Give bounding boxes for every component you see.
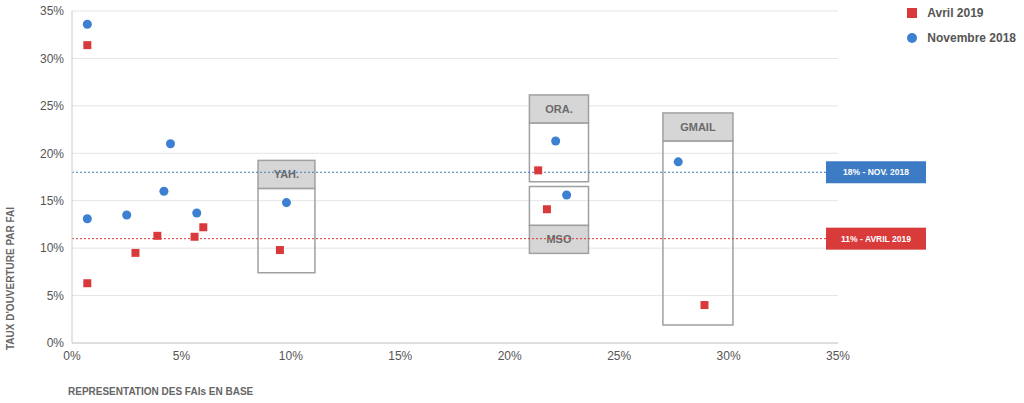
svg-text:ORA.: ORA. <box>545 103 573 115</box>
svg-text:20%: 20% <box>40 147 64 161</box>
html-text:Avril 2019: Avril 2019 <box>927 5 984 20</box>
svg-text:25%: 25% <box>40 99 64 113</box>
svg-text:10%: 10% <box>40 241 64 255</box>
svg-text:5%: 5% <box>47 289 65 303</box>
svg-text:18% - NOV. 2018: 18% - NOV. 2018 <box>843 167 909 177</box>
svg-text:15%: 15% <box>40 194 64 208</box>
svg-text:30%: 30% <box>717 349 741 363</box>
svg-text:MSO: MSO <box>546 233 572 245</box>
svg-text:5%: 5% <box>173 349 191 363</box>
svg-text:35%: 35% <box>40 4 64 18</box>
svg-text:30%: 30% <box>40 52 64 66</box>
svg-text:10%: 10% <box>279 349 303 363</box>
svg-text:YAH.: YAH. <box>274 168 299 180</box>
svg-text:0%: 0% <box>47 336 65 350</box>
svg-text:15%: 15% <box>388 349 412 363</box>
svg-text:0%: 0% <box>63 349 81 363</box>
svg-text:REPRESENTATION DES FAIs EN BAS: REPRESENTATION DES FAIs EN BASE <box>68 386 254 397</box>
svg-text:11% - AVRIL 2019: 11% - AVRIL 2019 <box>841 234 911 244</box>
svg-text:20%: 20% <box>498 349 522 363</box>
svg-text:25%: 25% <box>607 349 631 363</box>
html-text:Novembre 2018: Novembre 2018 <box>927 30 1016 45</box>
svg-text:TAUX D'OUVERTURE PAR FAI: TAUX D'OUVERTURE PAR FAI <box>8 207 16 350</box>
svg-text:GMAIL: GMAIL <box>680 121 716 133</box>
svg-text:35%: 35% <box>826 349 850 363</box>
